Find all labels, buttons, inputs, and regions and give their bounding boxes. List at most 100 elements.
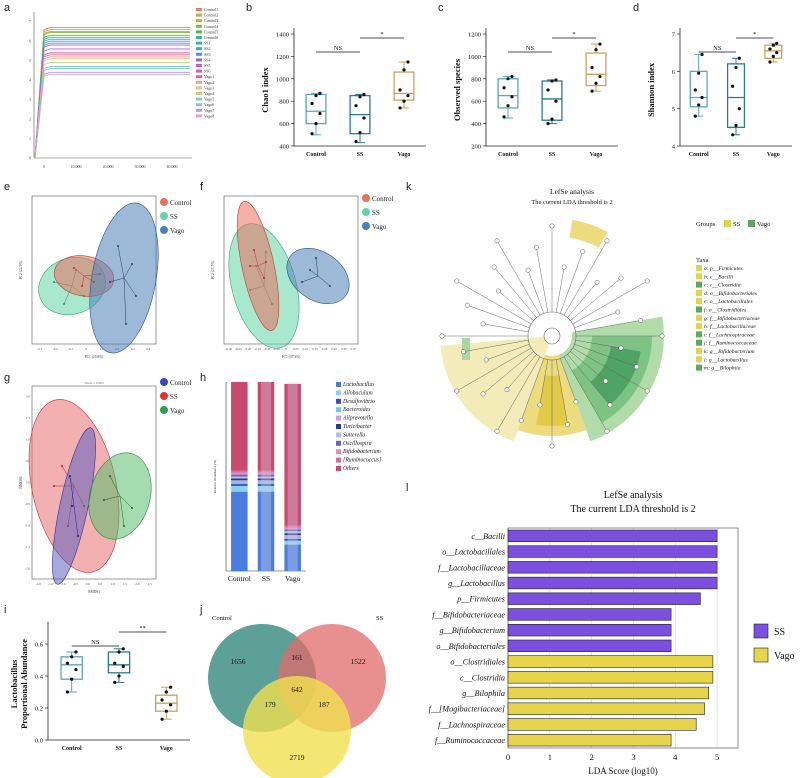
- legend-label: SS2: [204, 46, 210, 51]
- x-tick-label: 1: [548, 752, 552, 762]
- y-tick-label: 0.5: [26, 459, 30, 463]
- legend-label: Vago4: [204, 91, 214, 96]
- stacked-segment: [231, 470, 248, 473]
- legend-label: Vago8: [204, 113, 214, 118]
- legend-swatch: [336, 466, 341, 471]
- clade-node: [594, 279, 600, 285]
- legend-label: Vago: [170, 227, 185, 235]
- lda-bar: [507, 592, 701, 605]
- taxa-swatch: [696, 364, 702, 371]
- x-tick-label: 0.1: [100, 347, 104, 351]
- lda-category-label: c__Bacilli: [471, 532, 505, 541]
- y-tick-label: 5: [672, 106, 675, 113]
- data-point: [74, 650, 78, 654]
- data-point: [314, 122, 318, 126]
- legend-label: SS6: [204, 69, 210, 74]
- sample-point: [131, 263, 133, 265]
- x-tick-label: SS: [733, 152, 740, 158]
- y-axis-label: NMDS2: [19, 476, 23, 488]
- legend-swatch: [196, 47, 202, 51]
- clade-node: [491, 264, 497, 270]
- sample-point: [135, 295, 137, 297]
- clade-node: [460, 349, 466, 355]
- data-point: [74, 668, 78, 672]
- clade-node: [454, 278, 460, 284]
- y-tick-label: 1.5: [26, 416, 30, 420]
- lda-bar: [507, 733, 672, 747]
- clade-branch: [456, 280, 532, 325]
- x-tick-label: Control: [228, 574, 251, 583]
- spider-line: [317, 275, 331, 287]
- spider-line: [109, 475, 121, 497]
- y-tick-label: 5: [29, 58, 31, 63]
- stacked-segment: [231, 480, 248, 483]
- stacked-segment: [257, 470, 275, 473]
- legend-swatch: [196, 64, 202, 67]
- data-point: [65, 690, 70, 694]
- panel-label-c: c: [438, 2, 444, 14]
- legend-label: Control5: [204, 29, 218, 34]
- y-tick-label: 800: [471, 76, 481, 83]
- connector-band: [260, 382, 272, 571]
- legend-swatch: [196, 75, 202, 79]
- rarefaction-line: [34, 66, 190, 159]
- data-point: [506, 104, 510, 108]
- legend-swatch: [196, 36, 202, 39]
- clade-node: [464, 302, 470, 308]
- clade-branch: [555, 267, 565, 313]
- stacked-segment: [257, 474, 275, 477]
- rarefaction-line: [34, 48, 190, 159]
- clade-branch: [563, 240, 608, 316]
- data-point: [314, 94, 318, 98]
- legend-swatch: [336, 449, 341, 455]
- data-point: [121, 664, 125, 668]
- significance-label: *: [572, 31, 575, 38]
- lactobacillus-boxplot: Lactobacillus Proportional Abundance 0.0 0.…: [9, 622, 190, 752]
- panel-label-i: i: [4, 604, 7, 616]
- taxa-swatch: [696, 298, 702, 305]
- x-tick-label: 10,000: [71, 164, 82, 170]
- spider-line: [253, 249, 259, 267]
- data-point: [402, 68, 406, 72]
- clade-branch: [575, 339, 621, 349]
- clade-branch: [486, 343, 530, 361]
- data-point: [318, 91, 322, 95]
- y-tick-label: 400: [471, 121, 481, 128]
- y-axis-label: Shannon index: [646, 62, 656, 117]
- legend-label: SS4: [204, 57, 210, 62]
- x-tick-label: 0.25: [331, 347, 337, 351]
- y-tick-label: 1000: [276, 76, 289, 83]
- legend-swatch: [196, 92, 202, 95]
- venn-set-label: SS: [376, 615, 384, 622]
- legend-swatch: [196, 13, 202, 17]
- lda-category-label: g__Lactobacillus: [448, 579, 505, 588]
- legend-swatch: [336, 432, 341, 438]
- group-label-vago: Vago: [757, 221, 770, 228]
- y-tick-label: 0.6: [35, 642, 44, 649]
- legend-label: Allprevotella: [342, 416, 373, 422]
- legend-swatch: [196, 58, 202, 62]
- clade-node: [561, 264, 567, 270]
- data-point: [168, 685, 173, 689]
- legend-swatch: [196, 19, 202, 23]
- spider-line: [123, 263, 133, 279]
- legend-swatch: [196, 24, 202, 28]
- data-point: [737, 56, 741, 60]
- sample-point: [53, 281, 55, 283]
- panel-label-g: g: [4, 372, 11, 384]
- data-point: [70, 677, 74, 681]
- sample-point: [249, 265, 251, 267]
- clade-branch: [570, 277, 622, 321]
- stacked-segment: [257, 482, 275, 485]
- data-point: [737, 107, 741, 111]
- data-point: [354, 104, 358, 108]
- x-tick-label: Vago: [160, 746, 173, 752]
- x-tick-label: 3: [631, 752, 635, 762]
- x-tick-label: -0.10: [264, 347, 271, 351]
- legend-label: Vago: [170, 407, 185, 415]
- stacked-segment: [257, 478, 275, 481]
- legend-marker: [362, 222, 370, 230]
- x-tick-label: SS: [262, 574, 270, 583]
- clade-node: [638, 317, 644, 323]
